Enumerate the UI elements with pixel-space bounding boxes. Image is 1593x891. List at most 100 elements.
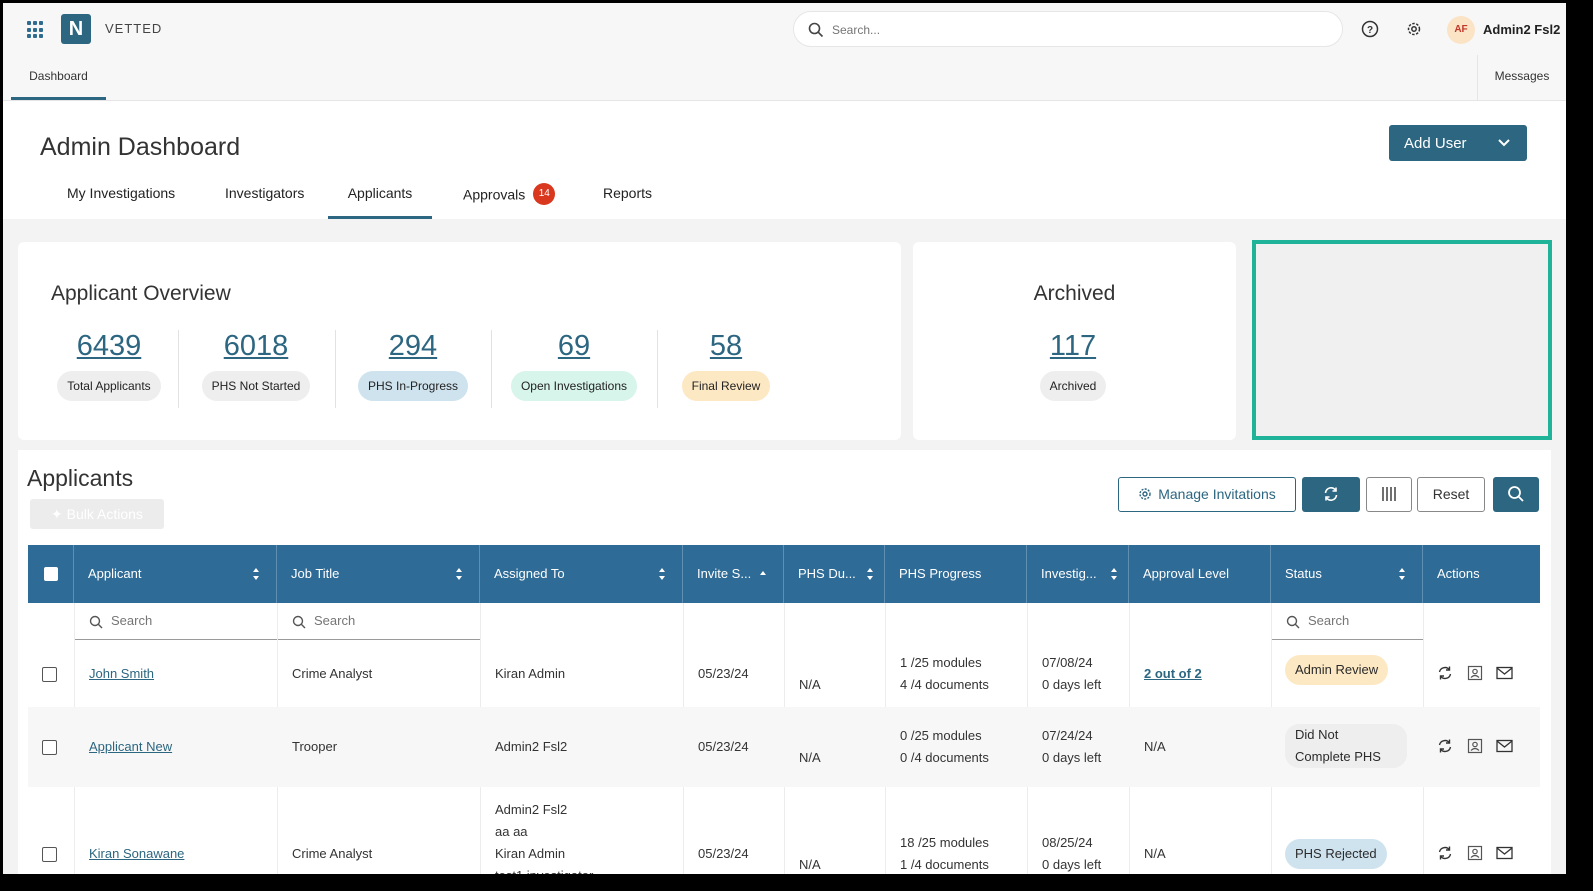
col-investigation[interactable]: Investig... <box>1027 545 1129 603</box>
stat-value[interactable]: 6018 <box>223 330 289 362</box>
phs-modules: 0 /25 modules <box>900 728 982 743</box>
chevron-down-icon <box>1498 139 1510 147</box>
sort-icon[interactable] <box>1398 567 1406 581</box>
stat-label: Archived <box>1039 371 1107 401</box>
nav-bar: Dashboard Messages <box>3 55 1566 101</box>
profile-icon[interactable] <box>1467 665 1483 681</box>
manage-invitations-button[interactable]: Manage Invitations <box>1118 477 1296 512</box>
col-status[interactable]: Status <box>1271 545 1423 603</box>
sort-icon[interactable] <box>658 567 666 581</box>
select-all-checkbox[interactable] <box>44 567 58 581</box>
search-icon <box>89 615 103 629</box>
mail-icon[interactable] <box>1496 739 1513 753</box>
apps-grid-icon[interactable] <box>27 21 45 39</box>
investigation-date: 08/25/24 <box>1042 835 1093 850</box>
tab-applicants[interactable]: Applicants <box>328 185 432 219</box>
help-icon[interactable]: ? <box>1361 20 1379 38</box>
bulk-actions-button[interactable]: ✦ Bulk Actions <box>30 499 164 529</box>
gear-icon[interactable] <box>1405 20 1423 38</box>
nav-tab-messages[interactable]: Messages <box>1477 55 1566 100</box>
columns-icon <box>1382 487 1396 501</box>
row-checkbox[interactable] <box>42 847 57 862</box>
columns-button[interactable] <box>1366 477 1412 512</box>
sort-icon[interactable] <box>866 567 874 581</box>
phs-due-cell: N/A <box>799 677 821 692</box>
table-search-button[interactable] <box>1493 477 1539 512</box>
table-header: Applicant Job Title Assigned To Invite S… <box>28 545 1540 603</box>
applicant-name-link[interactable]: Applicant New <box>89 739 173 754</box>
job-title-cell: Crime Analyst <box>292 846 373 861</box>
tab-reports[interactable]: Reports <box>603 185 653 201</box>
stat-value[interactable]: 117 <box>1049 330 1097 362</box>
nav-tab-dashboard[interactable]: Dashboard <box>11 55 106 100</box>
global-search[interactable] <box>793 11 1343 47</box>
col-assigned-to[interactable]: Assigned To <box>480 545 683 603</box>
status-filter[interactable] <box>1272 603 1423 640</box>
investigation-days-left: 0 days left <box>1042 857 1102 872</box>
col-invite-sent[interactable]: Invite S... <box>683 545 784 603</box>
col-applicant[interactable]: Applicant <box>74 545 277 603</box>
approval-level-link[interactable]: 2 out of 2 <box>1144 666 1202 681</box>
approval-level-cell: N/A <box>1144 739 1166 754</box>
highlighted-empty-panel <box>1252 240 1552 440</box>
job-title-cell: Crime Analyst <box>292 666 373 681</box>
stat-value[interactable]: 294 <box>388 330 438 362</box>
investigation-days-left: 0 days left <box>1042 750 1102 765</box>
search-icon <box>292 615 306 629</box>
tab-approvals[interactable]: Approvals 14 <box>459 183 559 219</box>
resend-icon[interactable] <box>1437 738 1453 754</box>
applicant-name-link[interactable]: John Smith <box>89 666 155 681</box>
col-phs-due[interactable]: PHS Du... <box>784 545 885 603</box>
mail-icon[interactable] <box>1496 846 1513 860</box>
stat-final-review: 58 Final Review <box>678 330 774 401</box>
investigation-date: 07/24/24 <box>1042 728 1093 743</box>
stat-open-investigations: 69 Open Investigations <box>506 330 642 401</box>
row-checkbox[interactable] <box>42 740 57 755</box>
refresh-icon <box>1324 487 1338 501</box>
sort-icon[interactable] <box>1110 567 1118 581</box>
refresh-button[interactable] <box>1302 477 1360 512</box>
resend-icon[interactable] <box>1437 665 1453 681</box>
stat-value[interactable]: 69 <box>557 330 591 362</box>
tab-my-investigations[interactable]: My Investigations <box>67 185 176 201</box>
global-search-input[interactable] <box>832 20 1312 40</box>
applicant-name-link[interactable]: Kiran Sonawane <box>89 846 185 861</box>
search-icon <box>1508 486 1524 502</box>
resend-icon[interactable] <box>1437 845 1453 861</box>
divider <box>491 330 492 408</box>
applicant-filter-input[interactable] <box>111 613 251 628</box>
sort-icon[interactable] <box>252 567 260 581</box>
add-user-button[interactable]: Add User <box>1389 125 1527 161</box>
table-row: Applicant New Trooper Admin2 Fsl2 05/23/… <box>28 707 1540 787</box>
user-name[interactable]: Admin2 Fsl2 <box>1483 22 1561 37</box>
job-title-filter[interactable] <box>278 603 480 640</box>
col-actions: Actions <box>1437 566 1480 581</box>
tab-investigators[interactable]: Investigators <box>225 185 305 201</box>
col-phs-progress: PHS Progress <box>885 545 1027 603</box>
status-filter-input[interactable] <box>1308 613 1408 628</box>
sort-icon[interactable] <box>455 567 463 581</box>
profile-icon[interactable] <box>1467 845 1483 861</box>
stat-value[interactable]: 58 <box>709 330 743 362</box>
phs-modules: 1 /25 modules <box>900 655 982 670</box>
job-title-filter-input[interactable] <box>314 613 454 628</box>
profile-icon[interactable] <box>1467 738 1483 754</box>
phs-documents: 0 /4 documents <box>900 750 989 765</box>
phs-due-cell: N/A <box>799 750 821 765</box>
col-job-title[interactable]: Job Title <box>277 545 480 603</box>
search-icon <box>808 22 824 38</box>
table-row: Kiran Sonawane Crime Analyst Admin2 Fsl2… <box>28 787 1540 874</box>
archived-title: Archived <box>1033 282 1116 305</box>
avatar[interactable]: AF <box>1447 16 1475 44</box>
applicant-filter[interactable] <box>75 603 277 640</box>
top-bar: N VETTED ? AF Admin2 Fsl2 <box>3 3 1566 55</box>
reset-button[interactable]: Reset <box>1417 477 1485 512</box>
invite-sent-cell: 05/23/24 <box>698 846 749 861</box>
stat-label: Final Review <box>681 371 771 401</box>
mail-icon[interactable] <box>1496 666 1513 680</box>
stat-value[interactable]: 6439 <box>76 330 142 362</box>
row-checkbox[interactable] <box>42 667 57 682</box>
sort-asc-icon[interactable] <box>759 567 767 581</box>
divider <box>657 330 658 408</box>
stat-label: Open Investigations <box>510 371 638 401</box>
